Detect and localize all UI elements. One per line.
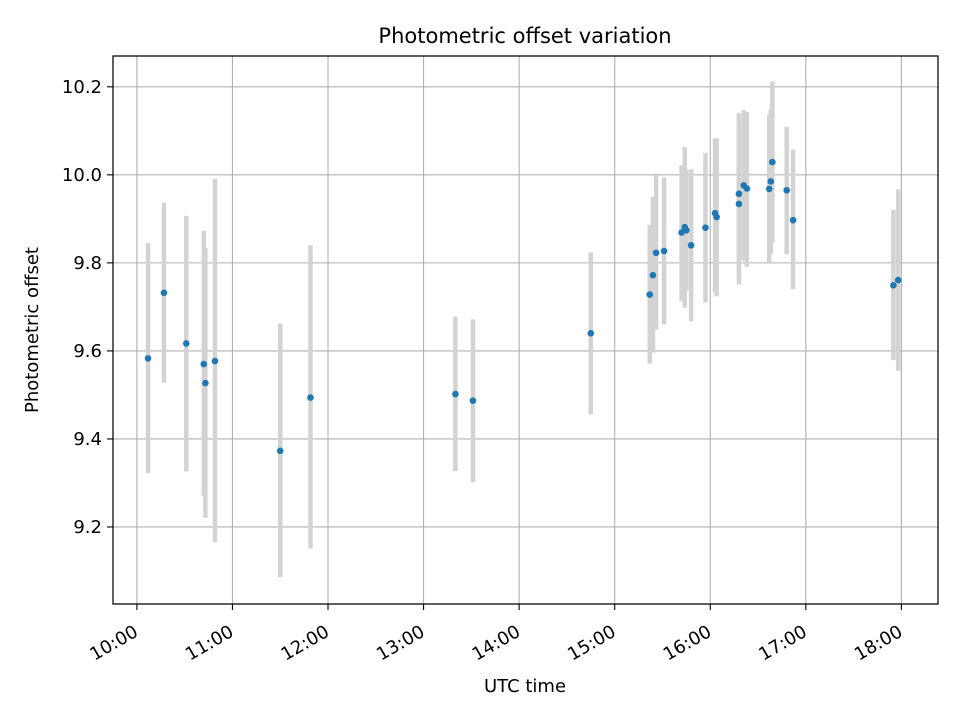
x-tick-label: 18:00	[851, 621, 906, 665]
data-point	[765, 185, 773, 193]
x-tick-label: 16:00	[660, 621, 715, 665]
data-points	[144, 158, 902, 455]
data-point	[769, 158, 776, 166]
data-point	[735, 200, 743, 208]
data-point	[683, 227, 690, 234]
x-tick-label: 10:00	[86, 621, 141, 665]
y-tick-label: 9.6	[73, 341, 102, 362]
data-point	[202, 379, 209, 387]
data-point	[783, 186, 790, 194]
y-tick-label: 9.4	[73, 429, 102, 450]
plot-frame	[112, 55, 939, 605]
data-point	[276, 447, 284, 455]
data-point	[144, 355, 152, 362]
y-tick-label: 9.8	[73, 253, 102, 274]
x-tick-label: 11:00	[182, 621, 237, 665]
data-point	[649, 271, 657, 279]
x-tick-label: 14:00	[469, 621, 524, 665]
x-axis-ticks: 10:00 11:00 12:00 13:00 14:00 15:00 16:00 17:00…	[86, 604, 906, 665]
data-point	[660, 247, 668, 255]
data-point	[211, 357, 219, 365]
y-axis-ticks: 9.2 9.4 9.6 9.8 10.0 10.2	[62, 77, 113, 538]
data-point	[702, 224, 709, 231]
data-point	[200, 360, 208, 368]
data-point	[587, 330, 595, 337]
y-tick-label: 9.2	[73, 517, 102, 538]
data-point	[646, 291, 654, 298]
y-axis-title: Photometric offset	[22, 247, 43, 413]
x-axis-title: UTC time	[484, 676, 566, 697]
data-point	[652, 249, 660, 257]
data-point	[307, 394, 314, 401]
x-tick-label: 13:00	[373, 621, 428, 665]
y-tick-label: 10.0	[62, 165, 102, 186]
data-point	[767, 178, 775, 185]
data-point	[160, 289, 168, 297]
data-point	[890, 282, 897, 289]
data-point	[894, 276, 902, 284]
chart-title: Photometric offset variation	[378, 24, 671, 48]
data-point	[789, 216, 797, 224]
data-point	[182, 340, 190, 347]
x-tick-label: 15:00	[564, 621, 619, 665]
data-point	[735, 190, 743, 198]
grid	[113, 56, 938, 604]
x-tick-label: 12:00	[277, 621, 332, 665]
data-point	[452, 390, 459, 398]
error-bars	[145, 81, 901, 578]
data-point	[469, 397, 477, 404]
data-point	[687, 241, 695, 249]
data-point	[713, 213, 720, 221]
x-tick-label: 17:00	[755, 621, 810, 665]
y-tick-label: 10.2	[62, 77, 102, 98]
data-point	[743, 185, 751, 192]
